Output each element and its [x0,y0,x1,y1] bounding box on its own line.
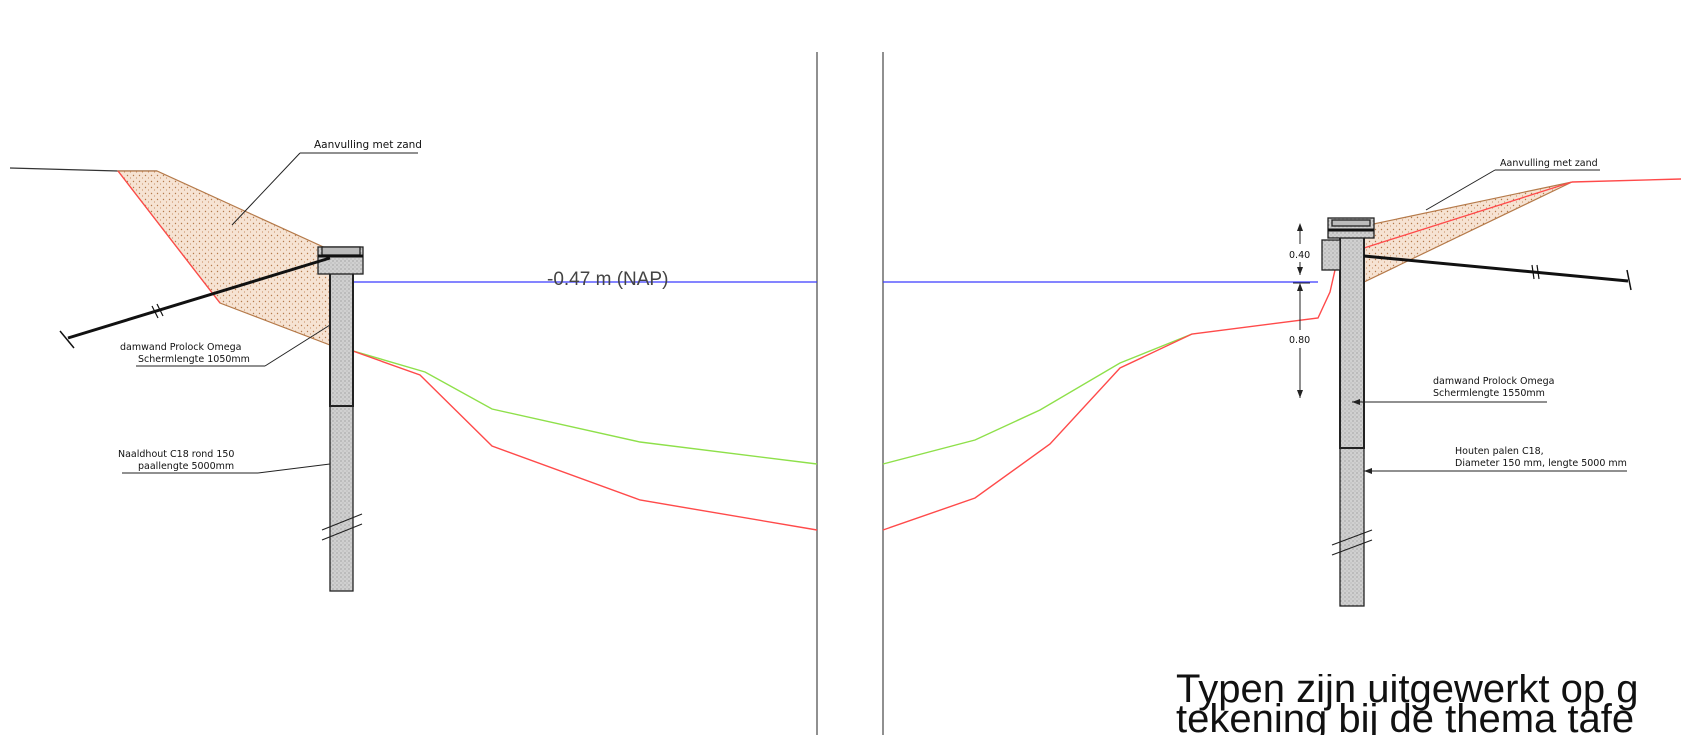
left-pile-label-1: Naaldhout C18 rond 150 [118,449,234,460]
caption-line-2: tekening bij de thema tafe [1176,697,1635,735]
right-dim-lower: 0.80 [1289,335,1310,346]
left-sand-fill [116,170,331,346]
caption-text: Typen zijn uitgewerkt op g tekening bij … [1176,674,1681,735]
left-sheet-label-2: Schermlengte 1050mm [138,354,250,365]
left-red-fill-line [117,170,221,304]
right-sheet-arrow [1352,399,1360,405]
left-anchor-rod [67,256,331,340]
right-fill-label: Aanvulling met zand [1500,158,1598,169]
right-anchor-end [1626,269,1632,291]
right-design-profile [882,333,1193,465]
right-existing-profile [882,247,1341,531]
left-pile-leader [257,463,331,474]
water-level-label: -0.47 m (NAP) [547,269,668,290]
right-sheet-label-2: Schermlengte 1550mm [1433,388,1545,399]
right-red-fill-line [1363,181,1573,249]
right-dim-upper: 0.40 [1289,250,1310,261]
right-anchor-rod [1363,254,1629,283]
left-design-profile [349,349,818,465]
right-anchor-break-2 [1536,264,1540,280]
left-existing-profile [349,349,818,531]
caption-line-1: Typen zijn uitgewerkt op g [1176,674,1639,711]
left-fill-label: Aanvulling met zand [314,139,422,151]
right-pile-label-2: Diameter 150 mm, lengte 5000 mm [1455,458,1627,469]
right-anchor-break-1 [1531,264,1535,280]
left-anchor-break-1 [151,305,159,319]
left-cap-beam [321,246,361,256]
right-ground-surface [1571,178,1681,183]
right-dimension [1293,223,1310,398]
left-section: -0.47 m (NAP) Aanvulling met zand damwan… [9,139,818,592]
right-pile-label-1: Houten palen C18, [1455,446,1544,457]
right-break-mark-2 [1331,539,1373,556]
right-sheet-label-1: damwand Prolock Omega [1433,376,1554,387]
right-pile-arrow [1364,468,1372,474]
left-pile-label-2: paallengte 5000mm [138,461,234,472]
right-fill-leader [1425,169,1496,211]
right-sheet-pile [1339,225,1365,449]
left-break-mark-1 [321,513,363,531]
left-sheet-pile [329,252,354,407]
right-waler [1321,239,1341,271]
left-sheet-label-1: damwand Prolock Omega [120,342,241,353]
left-anchor-end [59,330,75,349]
right-section: 0.40 0.80 Aanvulling met zand damwand Pr… [882,158,1681,607]
right-cap-beam [1331,219,1371,227]
left-fill-leader [231,152,301,226]
left-sheet-leader [264,324,331,367]
right-break-mark-1 [1331,529,1373,546]
left-anchor-break-2 [156,303,164,317]
left-break-mark-2 [321,523,363,541]
